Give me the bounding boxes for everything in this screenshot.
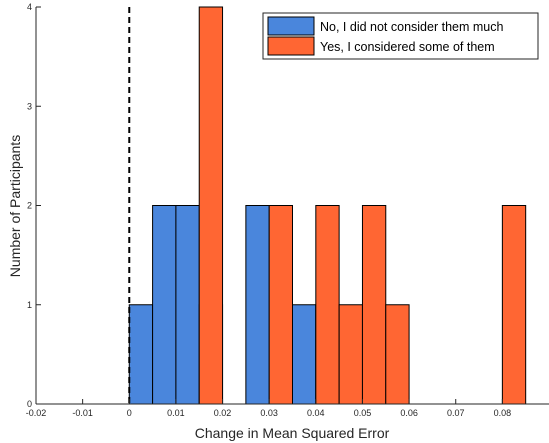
x-tick-label: 0 <box>127 408 132 418</box>
bar-no-1 <box>152 205 177 405</box>
x-axis-label: Change in Mean Squared Error <box>195 425 390 441</box>
x-tick-label: 0.07 <box>447 408 465 418</box>
y-tick-label: 1 <box>27 300 32 310</box>
bar-yes-6 <box>501 205 527 405</box>
x-tick-label: -0.02 <box>26 408 47 418</box>
legend-swatch-no <box>267 16 315 36</box>
x-tick-label: 0.03 <box>260 408 278 418</box>
legend-label-no: No, I did not consider them much <box>320 20 503 34</box>
y-axis-label: Number of Participants <box>7 135 23 277</box>
bar-no-5 <box>292 304 317 405</box>
bar-no-2 <box>175 205 200 405</box>
legend: No, I did not consider them much Yes, I … <box>262 12 539 60</box>
x-tick-label: 0.04 <box>307 408 325 418</box>
bar-yes-2 <box>315 205 340 405</box>
bar-no-0 <box>128 304 154 405</box>
x-tick-label: 0.05 <box>354 408 372 418</box>
y-tick-label: 3 <box>27 101 32 111</box>
bar-yes-1 <box>268 205 294 405</box>
x-tick-label: 0.08 <box>494 408 512 418</box>
y-ticks-group: 0 1 2 3 4 <box>27 2 41 409</box>
bar-yes-4 <box>361 205 387 405</box>
legend-label-yes: Yes, I considered some of them <box>320 40 495 54</box>
x-tick-label: 0.06 <box>400 408 418 418</box>
bars-group <box>128 6 527 405</box>
bar-yes-3 <box>338 304 363 405</box>
y-tick-label: 0 <box>27 399 32 409</box>
bar-yes-5 <box>385 304 410 405</box>
bar-no-4 <box>245 205 270 405</box>
y-tick-label: 4 <box>27 2 32 12</box>
x-ticks-group: -0.02 -0.01 0 0.01 0.02 0.03 0.04 0.05 0.06 0.07 0… <box>26 399 511 418</box>
y-tick-label: 2 <box>27 201 32 211</box>
legend-swatch-yes <box>267 36 315 56</box>
bar-yes-0 <box>198 6 224 405</box>
x-tick-label: -0.01 <box>72 408 93 418</box>
x-tick-label: 0.01 <box>167 408 185 418</box>
x-tick-label: 0.02 <box>214 408 232 418</box>
